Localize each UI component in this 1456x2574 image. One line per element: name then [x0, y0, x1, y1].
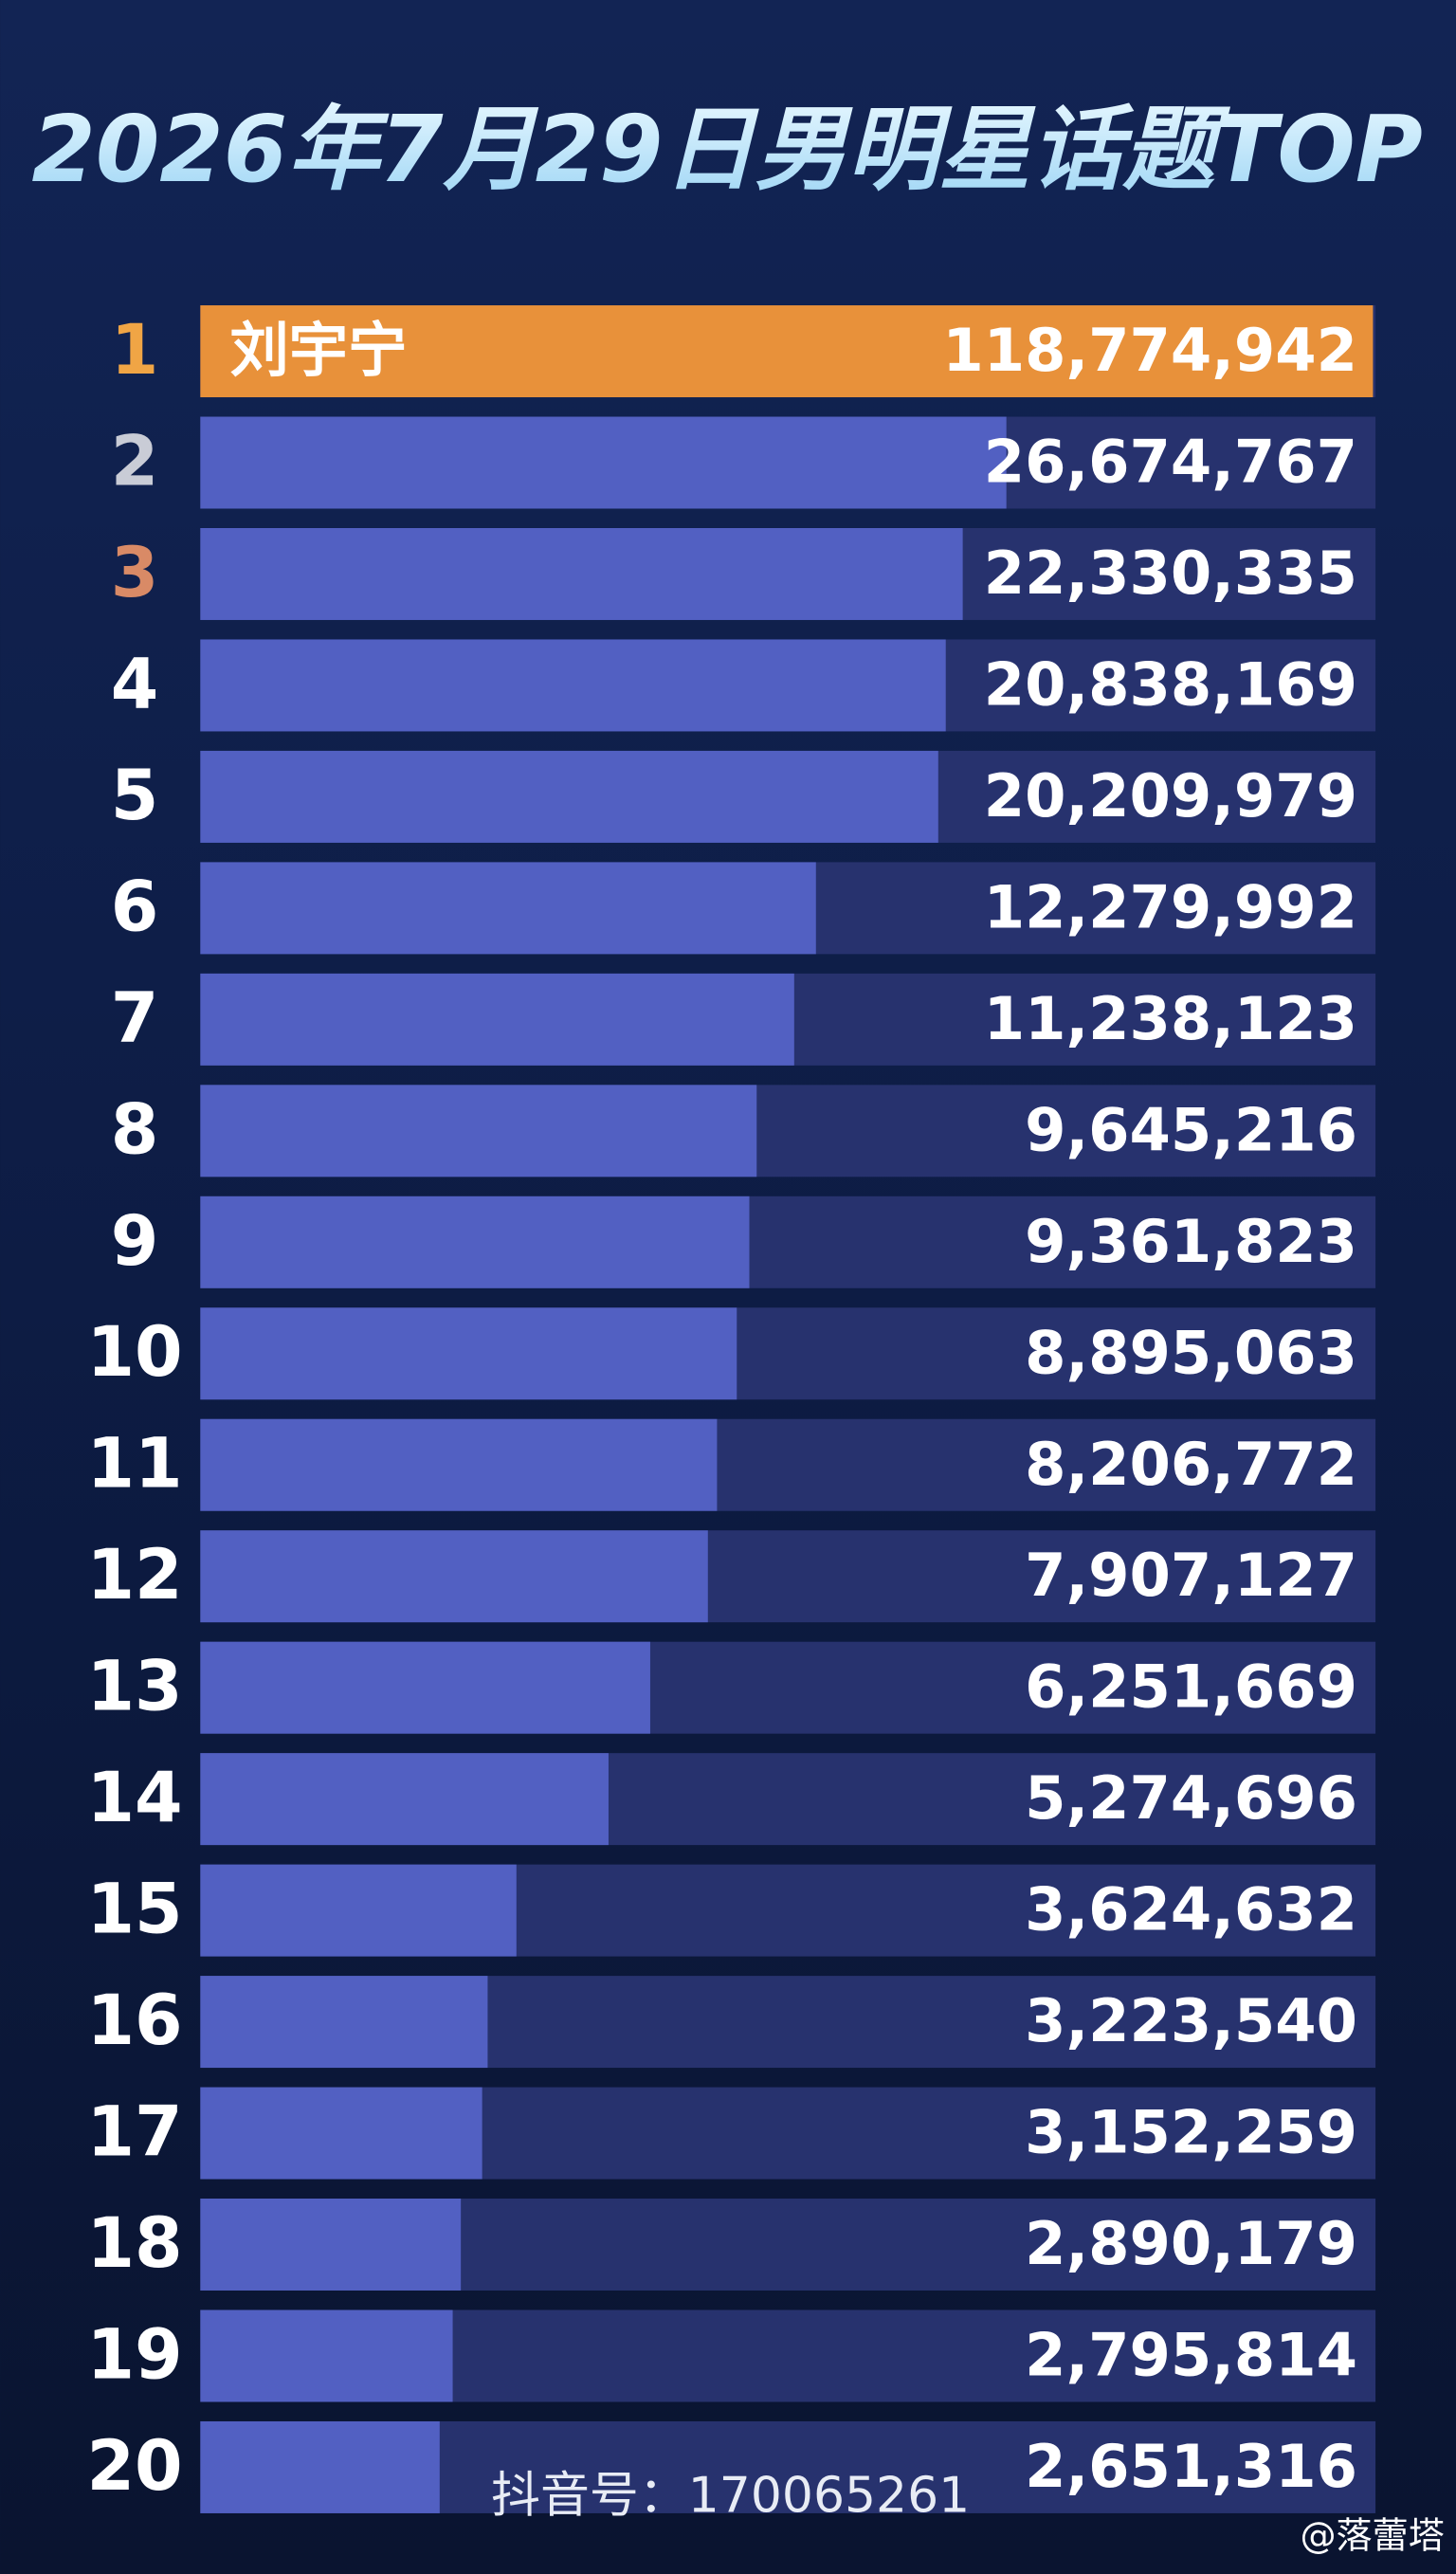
bar — [200, 1753, 609, 1846]
watermark: @落蕾塔 — [1300, 2514, 1444, 2556]
value-label: 9,361,823 — [1025, 1207, 1357, 1276]
rank: 12 — [86, 1535, 182, 1616]
value-label: 5,274,696 — [1025, 1763, 1357, 1833]
name-label: 刘宇宁 — [229, 316, 407, 385]
rank: 16 — [86, 1981, 182, 2061]
rank: 20 — [86, 2426, 182, 2507]
bar — [200, 2309, 453, 2402]
bar — [200, 416, 1007, 509]
rank: 3 — [111, 533, 159, 613]
bar — [200, 1196, 750, 1288]
bar — [200, 639, 946, 732]
bar — [200, 1418, 718, 1511]
value-label: 22,330,335 — [984, 539, 1357, 608]
bar — [200, 1307, 737, 1400]
value-label: 26,674,767 — [984, 428, 1357, 497]
bar — [200, 2087, 482, 2180]
rank: 7 — [111, 978, 159, 1059]
value-label: 3,152,259 — [1025, 2098, 1357, 2167]
value-label: 11,238,123 — [984, 984, 1357, 1053]
rank: 8 — [111, 1089, 159, 1170]
rank: 13 — [86, 1647, 182, 1727]
rank: 11 — [86, 1424, 182, 1505]
rank: 9 — [111, 1201, 159, 1282]
rank: 4 — [111, 644, 159, 724]
rank: 10 — [86, 1312, 182, 1393]
value-label: 2,651,316 — [1025, 2432, 1357, 2501]
rank: 6 — [111, 867, 159, 947]
rank: 15 — [86, 1870, 182, 1950]
watermark: 抖音号：170065261 — [491, 2467, 970, 2524]
value-label: 3,624,632 — [1025, 1875, 1357, 1944]
value-label: 8,206,772 — [1025, 1430, 1357, 1499]
bar — [200, 862, 816, 955]
rank: 18 — [86, 2203, 182, 2284]
chart-title: 2026年7月29日男明星话题TOP — [31, 96, 1422, 203]
bar — [200, 973, 794, 1066]
bar — [200, 1530, 708, 1623]
value-label: 2,890,179 — [1025, 2209, 1357, 2278]
value-label: 20,838,169 — [984, 649, 1357, 719]
value-label: 2,795,814 — [1025, 2321, 1357, 2390]
bar — [200, 1864, 517, 1957]
value-label: 3,223,540 — [1025, 1986, 1357, 2055]
rank: 17 — [86, 2092, 182, 2173]
rank: 14 — [86, 1758, 182, 1838]
bar — [200, 2420, 440, 2513]
bar — [200, 750, 938, 843]
value-label: 7,907,127 — [1025, 1541, 1357, 1610]
value-label: 6,251,669 — [1025, 1652, 1357, 1722]
rank: 19 — [86, 2314, 182, 2395]
value-label: 12,279,992 — [984, 872, 1357, 941]
bar — [200, 1085, 757, 1177]
value-label: 20,209,979 — [984, 761, 1357, 831]
bar — [200, 1976, 488, 2069]
rank: 2 — [111, 421, 159, 502]
rank: 5 — [111, 756, 159, 836]
bar — [200, 1641, 650, 1734]
value-label: 118,774,942 — [942, 316, 1357, 385]
value-label: 9,645,216 — [1025, 1095, 1357, 1164]
value-label: 8,895,063 — [1025, 1318, 1357, 1387]
rank: 1 — [111, 310, 159, 391]
bar — [200, 2199, 462, 2291]
bar — [200, 527, 963, 620]
bar — [200, 305, 1374, 398]
